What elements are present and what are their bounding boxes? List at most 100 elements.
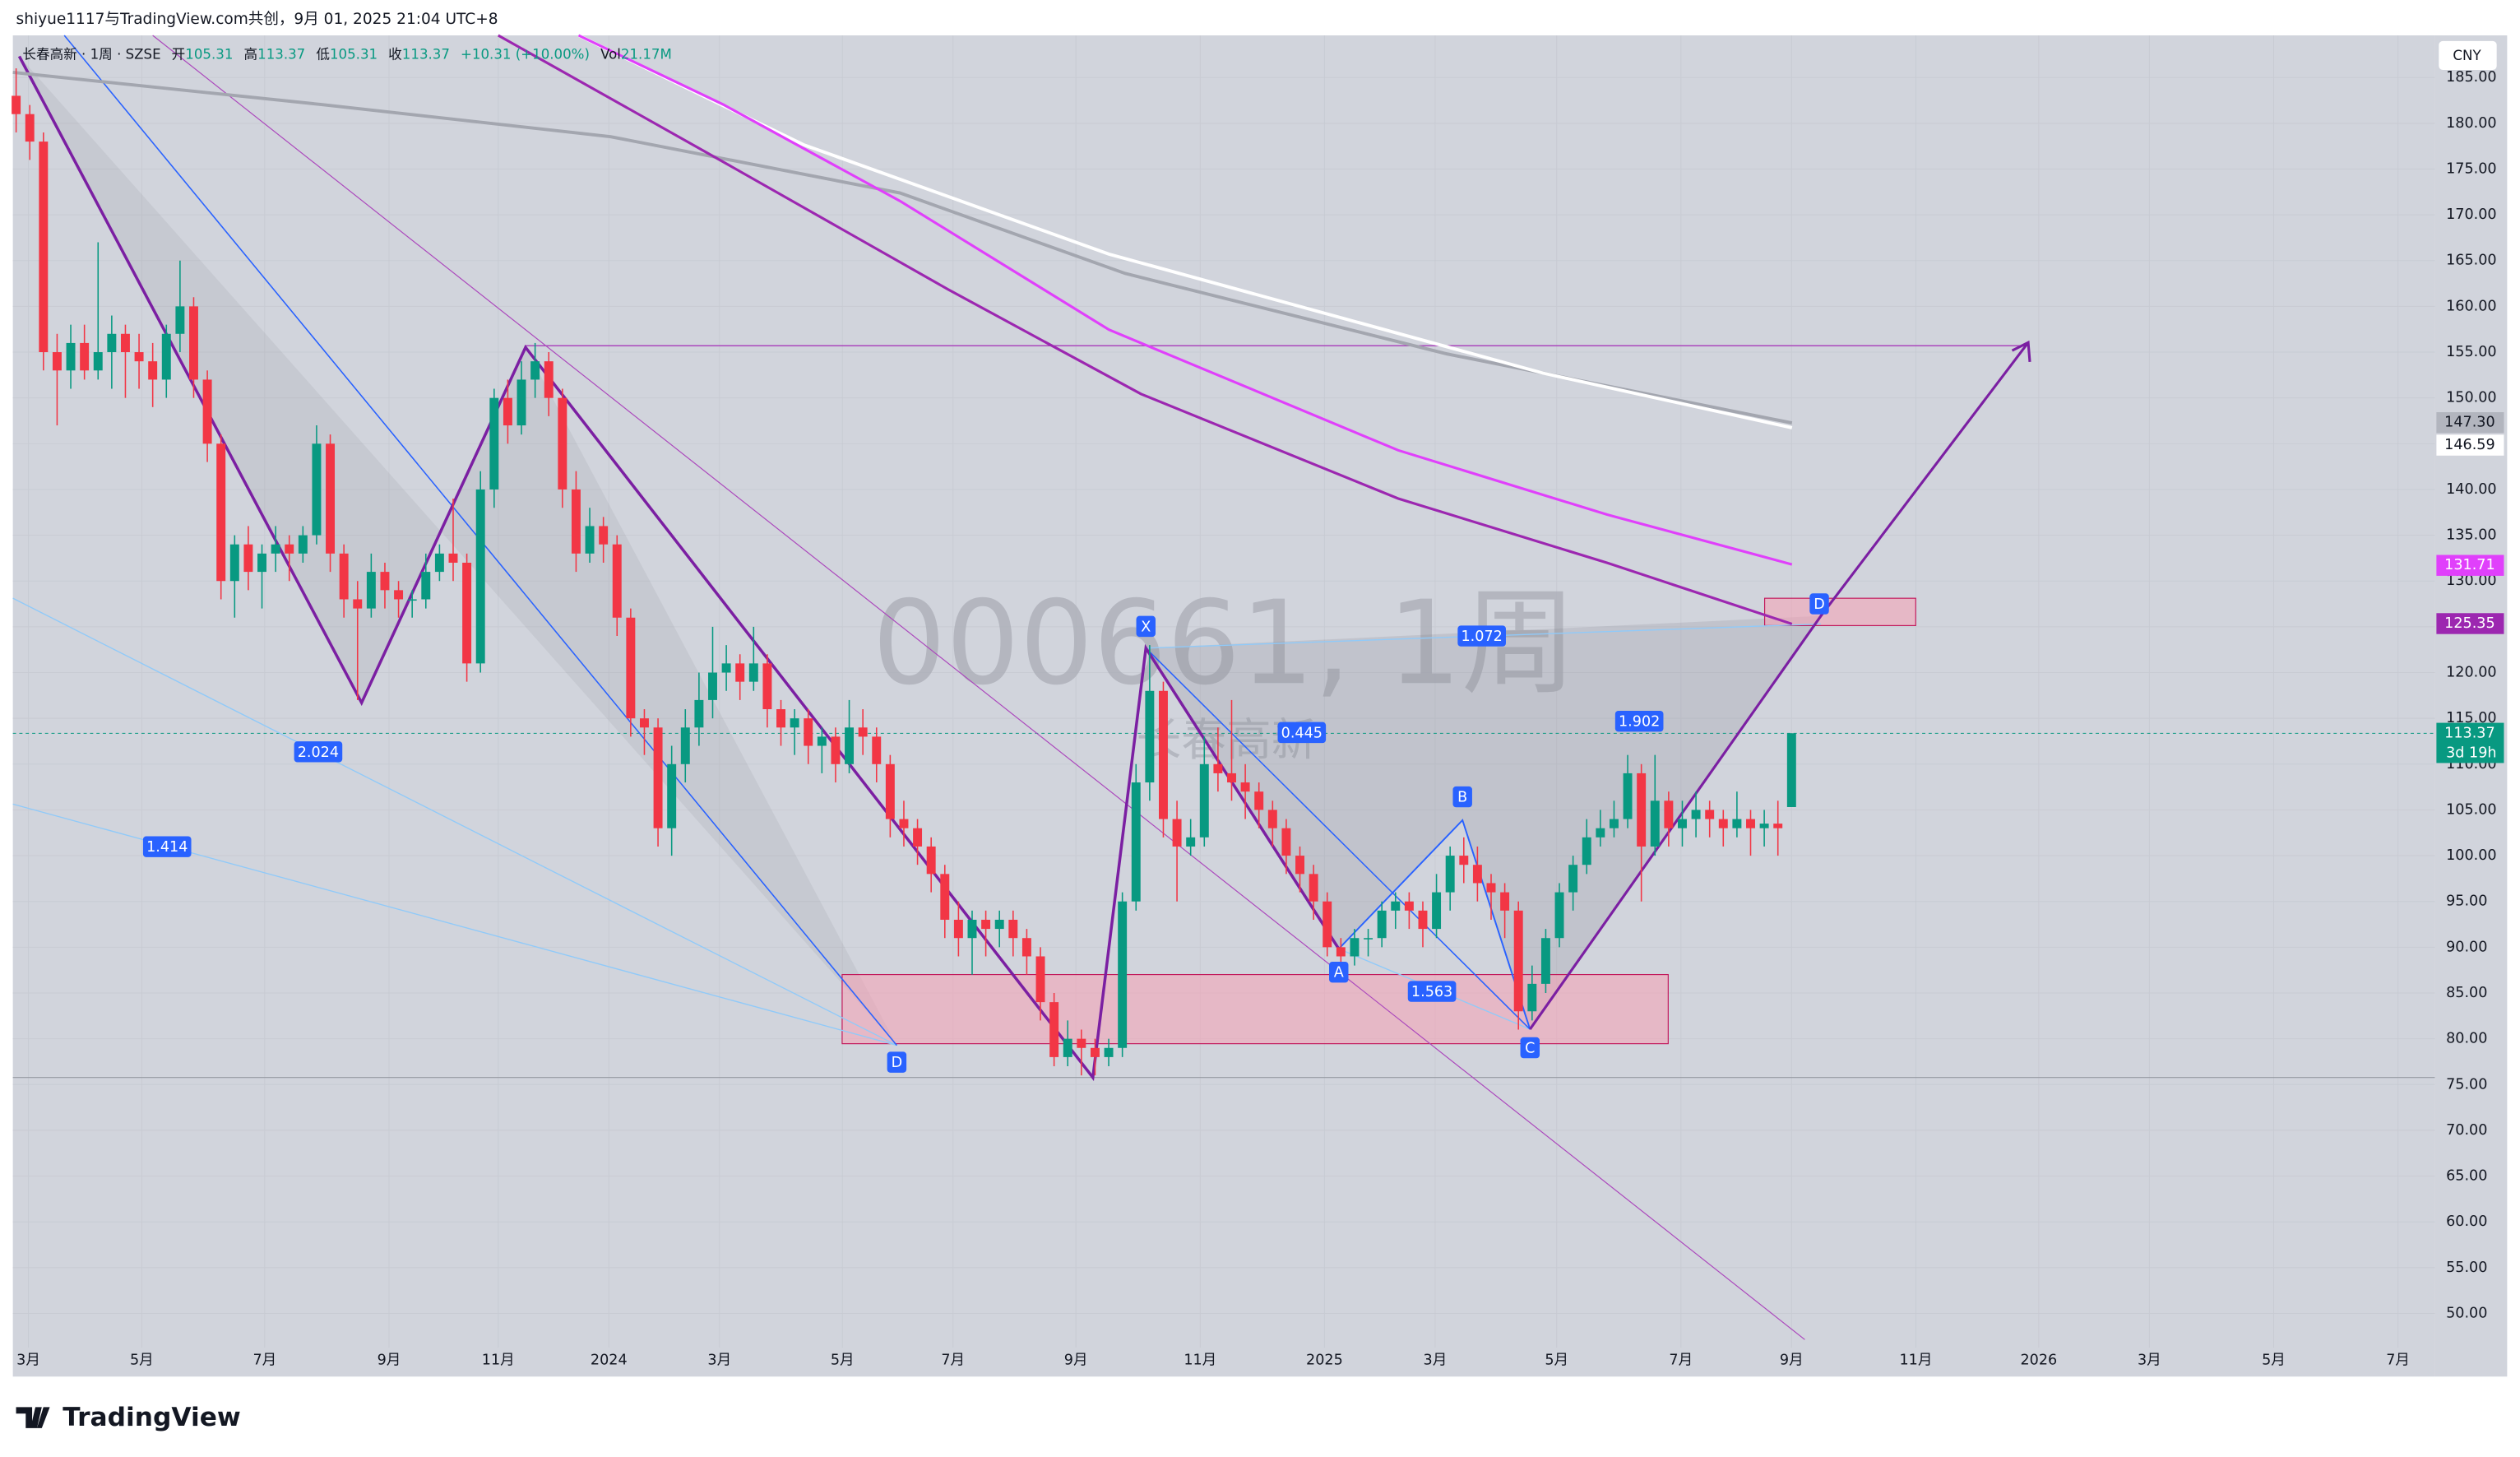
symbol: 长春高新 · 1周 · SZSE <box>22 46 160 62</box>
candle-body <box>1021 938 1031 957</box>
candle-body <box>1364 938 1373 940</box>
candle-body <box>134 352 144 362</box>
candle-body <box>1213 763 1223 773</box>
y-tick-label: 180.00 <box>2446 115 2497 132</box>
x-tick-label: 11月 <box>482 1353 515 1369</box>
y-tick-label: 130.00 <box>2446 573 2497 589</box>
point-badge <box>1452 786 1472 808</box>
candle-body <box>1732 819 1742 828</box>
vol-label: Vol <box>600 46 621 62</box>
candle-body <box>1404 901 1414 911</box>
fib-label: 1.072 <box>1462 629 1503 645</box>
candle-body <box>1568 865 1578 893</box>
candle-body <box>639 718 649 728</box>
x-tick-label: 5月 <box>2262 1353 2286 1369</box>
candle-body <box>517 379 526 426</box>
arrow-head <box>2011 340 2031 362</box>
x-tick-label: 7月 <box>1669 1353 1693 1369</box>
candle-body <box>994 919 1004 930</box>
candle-body <box>1377 910 1387 939</box>
y-tick-label: 50.00 <box>2446 1305 2487 1321</box>
candle-body <box>1718 819 1728 828</box>
y-tick-label: 65.00 <box>2446 1168 2487 1185</box>
candle-body <box>913 828 923 847</box>
candle-body <box>953 919 963 939</box>
candle-body <box>1678 819 1687 828</box>
candle-body <box>1254 791 1264 810</box>
y-tick-label: 120.00 <box>2446 665 2497 681</box>
zigzag <box>17 55 1341 1082</box>
candle-body <box>1077 1038 1086 1048</box>
candle-body <box>52 352 62 371</box>
candle-body <box>66 342 76 371</box>
price-badge <box>2436 613 2504 634</box>
candle-body <box>885 763 895 819</box>
x-tick-label: 3月 <box>1424 1353 1448 1369</box>
y-tick-label: 115.00 <box>2446 710 2497 726</box>
candle-body <box>1267 810 1277 828</box>
point-label: B <box>1457 790 1467 806</box>
candles <box>12 68 1796 1076</box>
candle-body <box>120 333 130 353</box>
ma-line <box>577 34 1793 566</box>
fib-label: 1.414 <box>146 839 188 856</box>
candle-body <box>1104 1047 1114 1057</box>
candle-body <box>421 572 431 600</box>
x-tick-label: 7月 <box>941 1353 965 1369</box>
fib-label: 1.902 <box>1619 714 1660 731</box>
candle-body <box>721 663 731 673</box>
candle-body <box>285 544 294 554</box>
open-value: 105.31 <box>185 46 233 62</box>
x-tick-label: 3月 <box>16 1353 40 1369</box>
fib-badge <box>294 741 343 763</box>
candle-body <box>12 95 21 114</box>
candle-body <box>1513 910 1523 1012</box>
y-tick-label: 100.00 <box>2446 847 2497 864</box>
y-tick-label: 155.00 <box>2446 344 2497 360</box>
plot-area <box>12 35 2435 1377</box>
fib-badge <box>1277 722 1327 744</box>
candle-body <box>926 846 936 875</box>
point-badge <box>1520 1037 1540 1059</box>
x-tick-label: 5月 <box>130 1353 154 1369</box>
candle-body <box>1008 919 1018 939</box>
candle-body <box>1773 824 1783 828</box>
candle-body <box>353 599 363 609</box>
x-tick-label: 11月 <box>1184 1353 1216 1369</box>
point-label: D <box>1814 596 1825 613</box>
candle-body <box>748 663 758 682</box>
candle-body <box>1172 819 1182 847</box>
candle-body <box>858 727 868 737</box>
price-axis <box>2434 35 2508 1377</box>
candle-body <box>940 874 950 920</box>
candle-body <box>1336 947 1346 957</box>
low-label: 低 <box>316 46 330 62</box>
candle-body <box>599 526 609 545</box>
candle-body <box>271 544 280 554</box>
candle-body <box>571 489 581 554</box>
pattern-leg <box>1145 647 1531 1030</box>
candle-body <box>1582 837 1591 865</box>
candle-body <box>1063 1038 1072 1057</box>
candle-body <box>708 672 717 700</box>
fib-line <box>12 597 897 1046</box>
candle-body <box>1486 883 1496 893</box>
candle-body <box>257 553 266 573</box>
candle-body <box>1637 773 1647 847</box>
fib-label: 1.563 <box>1411 984 1452 1000</box>
currency[interactable]: CNY <box>2453 48 2481 63</box>
low-value: 105.31 <box>330 46 378 62</box>
currency-button[interactable] <box>2437 39 2499 72</box>
logo: TradingView <box>16 1403 241 1432</box>
candle-body <box>776 709 785 728</box>
candle-body <box>39 142 49 353</box>
point-badge <box>1136 615 1156 638</box>
y-tick-label: 80.00 <box>2446 1031 2487 1047</box>
fib-badge <box>1457 625 1506 647</box>
candle-body <box>817 736 827 746</box>
x-tick-label: 2026 <box>2021 1353 2058 1369</box>
candle-body <box>1786 733 1796 807</box>
logo-text: TradingView <box>63 1403 241 1432</box>
candle-body <box>1158 690 1168 819</box>
